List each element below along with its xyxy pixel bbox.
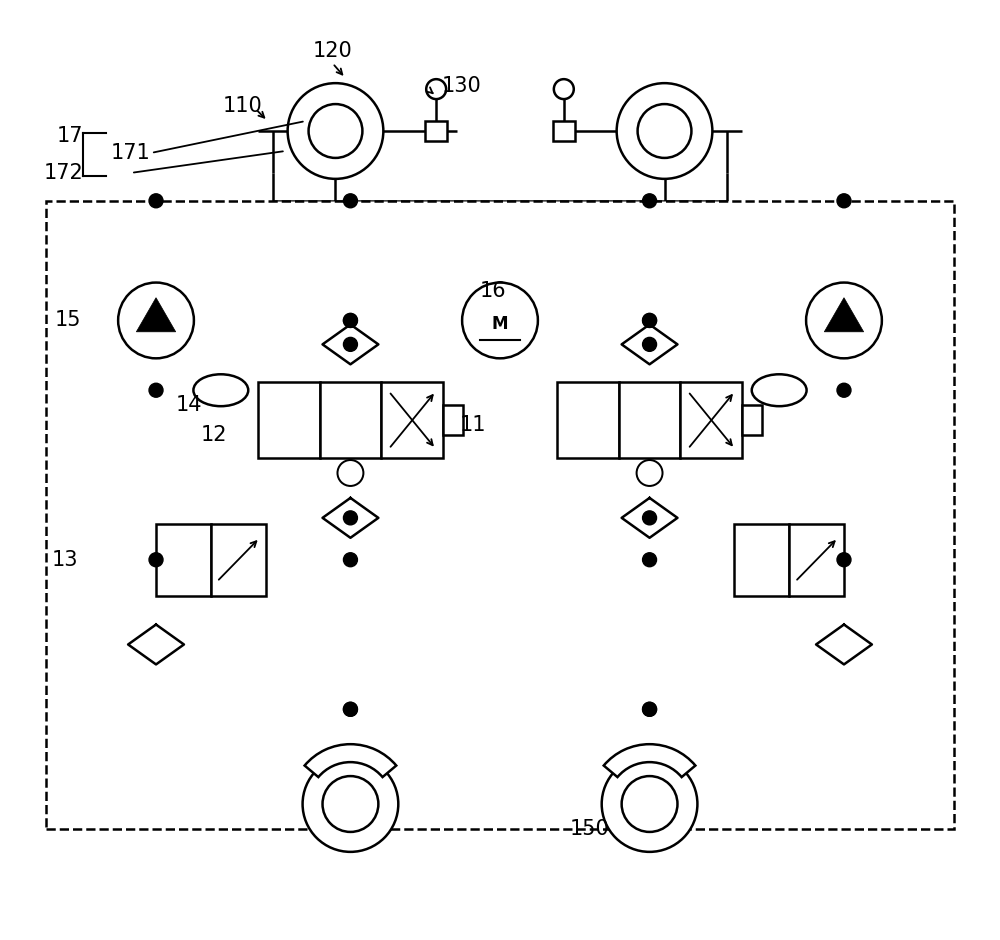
Circle shape [643, 313, 657, 327]
Bar [320, 383, 381, 458]
Circle shape [118, 283, 194, 358]
Circle shape [149, 194, 163, 208]
Bar [425, 121, 447, 141]
Text: 110: 110 [223, 96, 263, 116]
Text: 16: 16 [480, 280, 507, 301]
Circle shape [343, 553, 357, 567]
Bar [789, 524, 844, 596]
Text: 15: 15 [55, 310, 81, 331]
Text: 130: 130 [442, 76, 482, 96]
Text: M: M [492, 316, 508, 334]
Polygon shape [136, 298, 176, 332]
Bar [46, 201, 954, 829]
Text: 14: 14 [176, 395, 202, 415]
Circle shape [149, 553, 163, 567]
Circle shape [617, 83, 712, 179]
Bar [734, 524, 789, 596]
Bar [553, 121, 575, 141]
Text: 171: 171 [111, 143, 151, 163]
Ellipse shape [752, 374, 807, 406]
Circle shape [343, 313, 357, 327]
Circle shape [309, 104, 362, 158]
Circle shape [637, 460, 663, 486]
Text: 120: 120 [313, 41, 352, 61]
Circle shape [288, 83, 383, 179]
Circle shape [343, 702, 357, 716]
Circle shape [643, 510, 657, 525]
Bar [443, 405, 463, 435]
Bar [742, 405, 762, 435]
Bar [381, 383, 443, 458]
Circle shape [462, 283, 538, 358]
Circle shape [638, 104, 691, 158]
Circle shape [323, 776, 378, 832]
Text: 172: 172 [43, 163, 83, 183]
Circle shape [837, 553, 851, 567]
Bar [619, 383, 680, 458]
Circle shape [837, 194, 851, 208]
Bar [211, 524, 266, 596]
Bar [258, 383, 320, 458]
Circle shape [343, 313, 357, 327]
Circle shape [643, 702, 657, 716]
Circle shape [343, 510, 357, 525]
Text: 12: 12 [201, 425, 227, 446]
Bar [557, 383, 619, 458]
Circle shape [343, 702, 357, 716]
Circle shape [343, 337, 357, 352]
Circle shape [337, 460, 363, 486]
Polygon shape [824, 298, 864, 332]
Circle shape [643, 194, 657, 208]
Text: 17: 17 [56, 126, 83, 146]
Wedge shape [305, 744, 396, 777]
Circle shape [643, 553, 657, 567]
Circle shape [837, 384, 851, 398]
Circle shape [303, 756, 398, 852]
Ellipse shape [193, 374, 248, 406]
Bar [680, 383, 742, 458]
Text: 13: 13 [51, 550, 78, 570]
Circle shape [149, 384, 163, 398]
Text: 11: 11 [460, 415, 487, 435]
Text: 150: 150 [570, 819, 610, 838]
Circle shape [643, 313, 657, 327]
Bar [156, 524, 211, 596]
Circle shape [622, 776, 677, 832]
Circle shape [602, 756, 697, 852]
Circle shape [343, 194, 357, 208]
Circle shape [426, 79, 446, 99]
Circle shape [643, 337, 657, 352]
Circle shape [554, 79, 574, 99]
Circle shape [643, 702, 657, 716]
Wedge shape [604, 744, 695, 777]
Circle shape [806, 283, 882, 358]
